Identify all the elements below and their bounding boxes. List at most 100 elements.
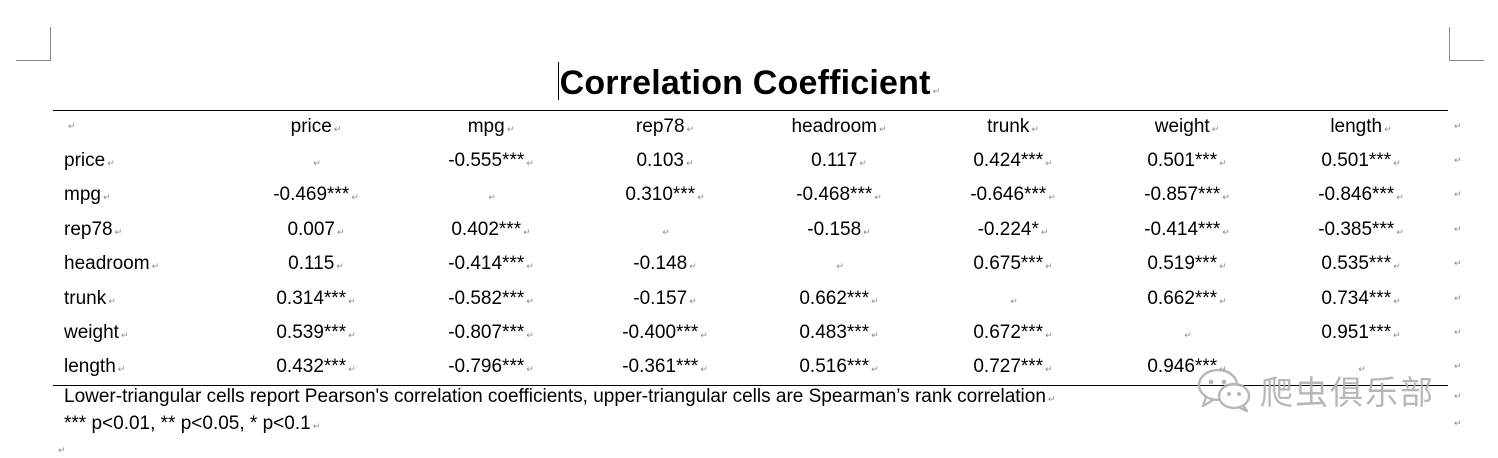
- table-cell[interactable]: 0.314*** ↵: [231, 282, 401, 319]
- table-row: length ↵ 0.432*** ↵ -0.796*** ↵ -0.361*** ↵ 0.51…: [0, 350, 1498, 384]
- column-header-label: length: [1330, 116, 1383, 137]
- column-header-rep78[interactable]: rep78 ↵: [580, 110, 750, 147]
- paragraph-mark: ↵: [336, 262, 344, 273]
- note-text[interactable]: Lower-triangular cells report Pearson's …: [64, 386, 1046, 407]
- significance-text[interactable]: *** p<0.01, ** p<0.05, * p<0.1: [64, 413, 311, 434]
- row-header-trunk[interactable]: trunk ↵: [64, 282, 116, 319]
- table-cell[interactable]: 0.539*** ↵: [231, 316, 401, 353]
- table-cell[interactable]: ↵: [1276, 350, 1446, 387]
- table-row: headroom ↵ 0.115 ↵ -0.414*** ↵ -0.148 ↵ ↵ 0.675**…: [0, 247, 1498, 281]
- table-cell[interactable]: 0.519*** ↵: [1102, 247, 1272, 284]
- paragraph-mark: ↵: [117, 365, 126, 376]
- table-cell[interactable]: ↵: [1102, 316, 1272, 353]
- table-cell[interactable]: -0.414*** ↵: [406, 247, 576, 284]
- column-header-mpg[interactable]: mpg ↵: [406, 110, 576, 147]
- table-cell[interactable]: 0.951*** ↵: [1276, 316, 1446, 353]
- paragraph-mark: ↵: [526, 365, 534, 376]
- table-cell[interactable]: ↵: [754, 247, 924, 284]
- cell-value: -0.414***: [1144, 218, 1221, 240]
- column-header-price[interactable]: price ↵: [231, 110, 401, 147]
- cell-value: 0.402***: [451, 218, 522, 240]
- cell-value: -0.469***: [273, 184, 350, 206]
- table-cell[interactable]: -0.469*** ↵: [231, 178, 401, 215]
- row-header-label: rep78: [64, 218, 113, 240]
- cell-value: -0.846***: [1318, 184, 1395, 206]
- table-cell[interactable]: -0.224* ↵: [928, 213, 1098, 250]
- table-cell[interactable]: -0.400*** ↵: [580, 316, 750, 353]
- row-header-price[interactable]: price ↵: [64, 144, 115, 181]
- table-cell[interactable]: -0.158 ↵: [754, 213, 924, 250]
- table-header-row: ↵ price ↵ mpg ↵ rep78 ↵ headroom ↵ trunk ↵ weight ↵…: [0, 110, 1498, 144]
- table-cell[interactable]: 0.675*** ↵: [928, 247, 1098, 284]
- table-cell[interactable]: 0.535*** ↵: [1276, 247, 1446, 284]
- column-header-trunk[interactable]: trunk ↵: [928, 110, 1098, 147]
- table-cell[interactable]: 0.501*** ↵: [1276, 144, 1446, 181]
- cell-value: 0.675***: [973, 253, 1044, 275]
- row-end-mark: ↵: [1454, 293, 1462, 304]
- table-cell[interactable]: 0.402*** ↵: [406, 213, 576, 250]
- table-cell[interactable]: 0.424*** ↵: [928, 144, 1098, 181]
- table-cell[interactable]: 0.115 ↵: [231, 247, 401, 284]
- column-header-length[interactable]: length ↵: [1276, 110, 1446, 147]
- table-cell[interactable]: 0.103 ↵: [580, 144, 750, 181]
- paragraph-mark: ↵: [700, 365, 708, 376]
- cell-value: -0.796***: [448, 356, 525, 378]
- table-cell[interactable]: ↵: [231, 144, 401, 181]
- paragraph-mark: ↵: [526, 262, 534, 273]
- table-cell[interactable]: -0.414*** ↵: [1102, 213, 1272, 250]
- paragraph-mark: ↵: [1045, 159, 1053, 169]
- cell-value: -0.157: [633, 287, 688, 309]
- table-cell[interactable]: 0.672*** ↵: [928, 316, 1098, 353]
- table-cell[interactable]: ↵: [580, 213, 750, 250]
- cell-value: -0.807***: [448, 322, 525, 343]
- paragraph-mark: ↵: [1040, 227, 1049, 238]
- row-header-length[interactable]: length ↵: [64, 350, 125, 387]
- table-note[interactable]: Lower-triangular cells report Pearson's …: [64, 385, 1055, 412]
- table-cell[interactable]: -0.646*** ↵: [928, 178, 1098, 215]
- row-header-headroom[interactable]: headroom ↵: [64, 247, 159, 284]
- column-header-weight[interactable]: weight ↵: [1102, 110, 1272, 147]
- table-cell[interactable]: 0.310*** ↵: [580, 178, 750, 215]
- paragraph-mark: ↵: [863, 227, 871, 238]
- table-cell[interactable]: ↵: [928, 282, 1098, 319]
- table-cell[interactable]: -0.148 ↵: [580, 247, 750, 284]
- table-cell[interactable]: -0.796*** ↵: [406, 350, 576, 387]
- table-cell[interactable]: -0.468*** ↵: [754, 178, 924, 215]
- paragraph-mark: ↵: [523, 227, 531, 238]
- table-cell[interactable]: 0.734*** ↵: [1276, 282, 1446, 319]
- page-corner-mark-top-left: [16, 27, 51, 61]
- row-header-weight[interactable]: weight ↵: [64, 316, 128, 353]
- paragraph-mark: ↵: [859, 159, 867, 169]
- table-cell[interactable]: -0.846*** ↵: [1276, 178, 1446, 215]
- row-header-mpg[interactable]: mpg ↵: [64, 178, 111, 215]
- table-row: price ↵ ↵ -0.555*** ↵ 0.103 ↵ 0.117 ↵ 0.424*** ↵ 0.…: [0, 144, 1498, 178]
- table-cell[interactable]: ↵: [406, 178, 576, 215]
- table-cell[interactable]: 0.727*** ↵: [928, 350, 1098, 387]
- table-cell[interactable]: -0.555*** ↵: [406, 144, 576, 181]
- document-title[interactable]: Correlation Coefficient: [559, 64, 931, 102]
- table-cell[interactable]: -0.857*** ↵: [1102, 178, 1272, 215]
- table-cell[interactable]: -0.807*** ↵: [406, 316, 576, 353]
- table-cell[interactable]: 0.516*** ↵: [754, 350, 924, 387]
- table-cell[interactable]: 0.117 ↵: [754, 144, 924, 181]
- table-cell[interactable]: -0.361*** ↵: [580, 350, 750, 387]
- column-header-headroom[interactable]: headroom ↵: [754, 110, 924, 147]
- row-header-rep78[interactable]: rep78 ↵: [64, 213, 122, 250]
- table-cell[interactable]: 0.662*** ↵: [754, 282, 924, 319]
- table-cell[interactable]: 0.662*** ↵: [1102, 282, 1272, 319]
- table-cell[interactable]: -0.157 ↵: [580, 282, 750, 319]
- paragraph-mark: ↵: [351, 193, 359, 204]
- document-title-line[interactable]: Correlation Coefficient ↵: [0, 62, 1498, 103]
- table-cell[interactable]: 0.432*** ↵: [231, 350, 401, 387]
- table-cell[interactable]: 0.483*** ↵: [754, 316, 924, 353]
- table-cell[interactable]: -0.582*** ↵: [406, 282, 576, 319]
- table-row: mpg ↵ -0.469*** ↵ ↵ 0.310*** ↵ -0.468*** ↵ -0.646…: [0, 178, 1498, 212]
- cell-value: 0.115: [288, 253, 335, 275]
- table-cell[interactable]: -0.385*** ↵: [1276, 213, 1446, 250]
- paragraph-mark: ↵: [871, 296, 879, 307]
- significance-note[interactable]: *** p<0.01, ** p<0.05, * p<0.1 ↵: [64, 412, 320, 439]
- row-end-mark: ↵: [1454, 419, 1462, 429]
- cell-value: 0.951***: [1321, 322, 1392, 343]
- table-cell[interactable]: 0.007 ↵: [231, 213, 401, 250]
- table-cell[interactable]: 0.501*** ↵: [1102, 144, 1272, 181]
